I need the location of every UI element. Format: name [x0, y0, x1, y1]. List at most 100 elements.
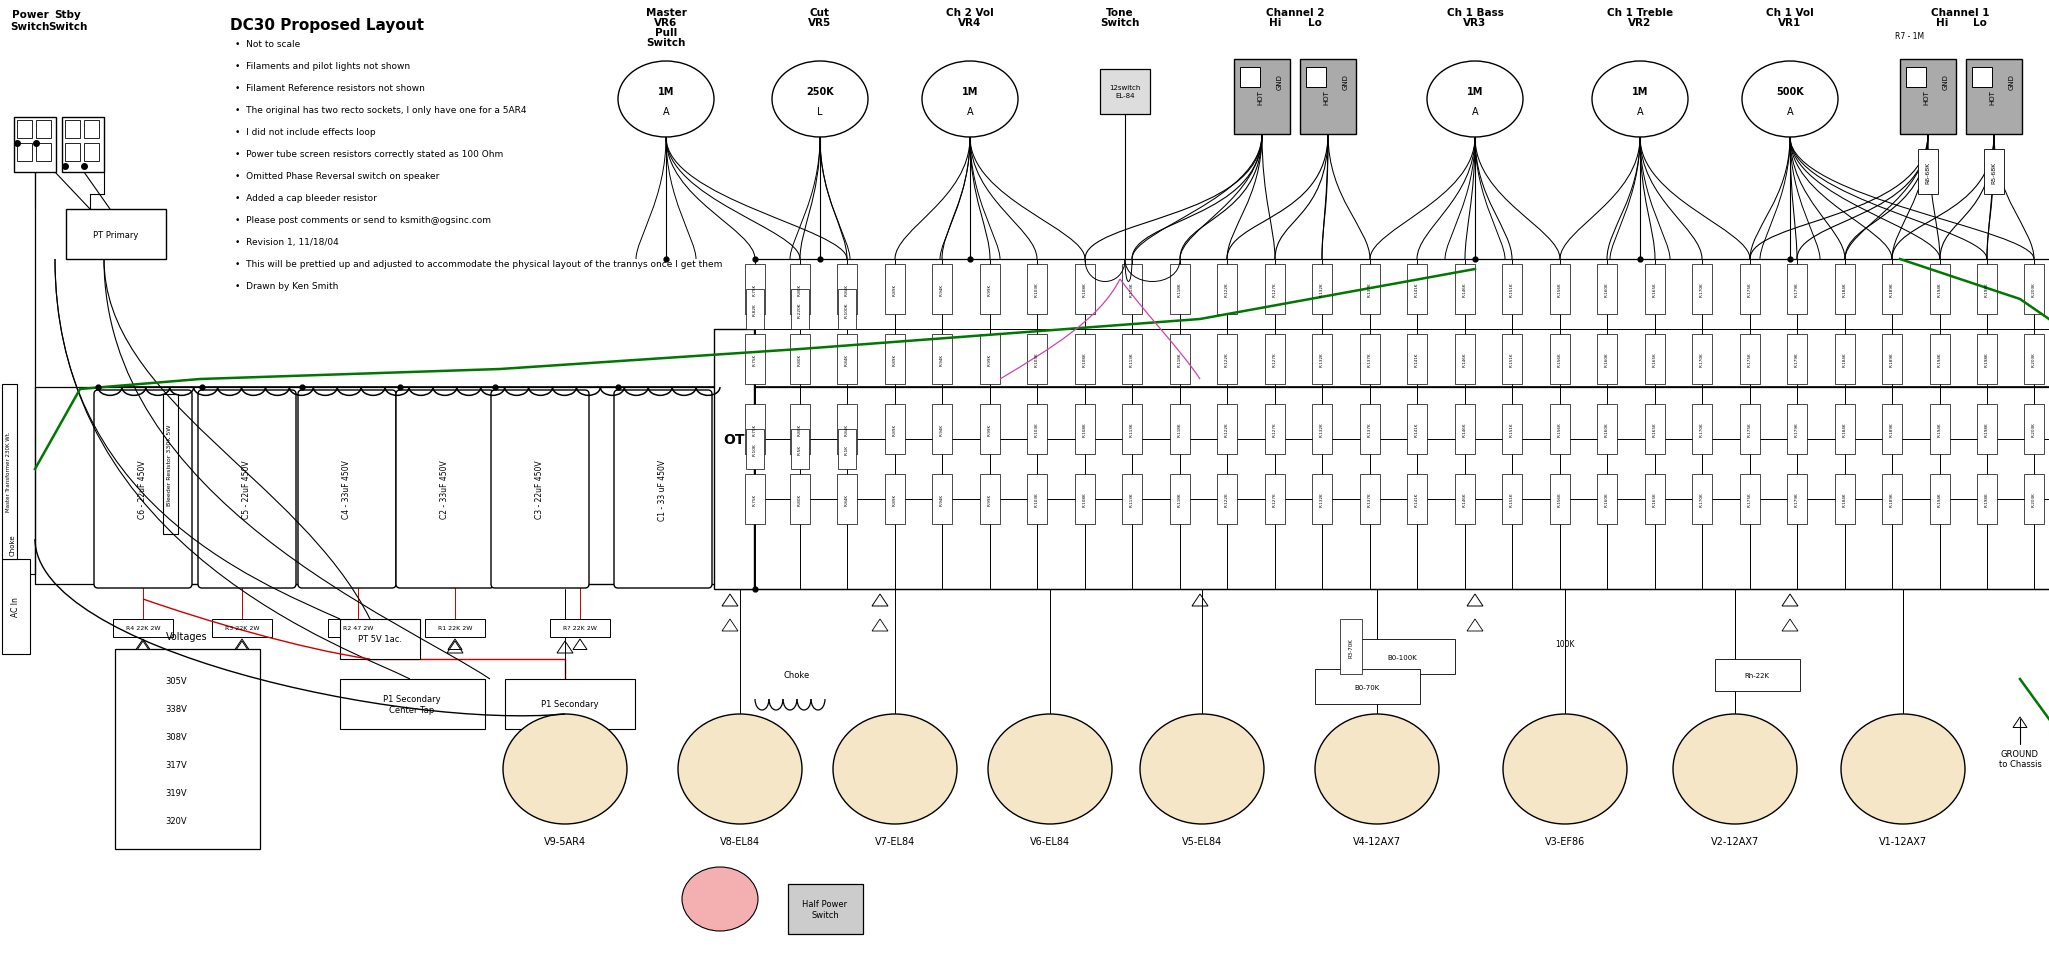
Text: R-198K: R-198K [1985, 422, 1990, 436]
Text: AC In: AC In [12, 597, 20, 617]
Bar [340, 679, 486, 729]
Text: R-122K: R-122K [1225, 492, 1229, 507]
Bar [2024, 335, 2045, 385]
Text: HOT: HOT [1256, 91, 1262, 106]
Bar [1596, 265, 1617, 314]
Text: R-103K: R-103K [1035, 422, 1039, 436]
Text: R-141K: R-141K [1416, 422, 1420, 436]
Bar [885, 475, 906, 524]
Bar [1361, 265, 1379, 314]
Text: R-156K: R-156K [1557, 353, 1561, 367]
Text: R-103K: R-103K [1035, 492, 1039, 507]
Text: R-179K: R-179K [1795, 492, 1799, 507]
Text: R-151K: R-151K [1510, 282, 1514, 297]
Text: Ch 1 Vol: Ch 1 Vol [1766, 8, 1813, 18]
Bar [2024, 405, 2045, 455]
Bar [1787, 265, 1807, 314]
Text: R-108K: R-108K [1084, 353, 1088, 367]
Bar [1408, 335, 1426, 385]
Text: R-194K: R-194K [1938, 493, 1942, 507]
Bar [1930, 335, 1951, 385]
Text: 319V: 319V [166, 789, 186, 798]
Bar [1787, 475, 1807, 524]
Text: Channel 2: Channel 2 [1266, 8, 1324, 18]
Text: GND: GND [1342, 74, 1348, 90]
Text: R-75K: R-75K [752, 423, 756, 436]
Text: V7-EL84: V7-EL84 [875, 836, 916, 846]
Ellipse shape [1426, 62, 1522, 138]
Text: 12switch
EL-84: 12switch EL-84 [1109, 86, 1141, 98]
Bar [1455, 335, 1475, 385]
Text: R-108K: R-108K [1084, 422, 1088, 436]
Text: R-146K: R-146K [1463, 282, 1467, 297]
Text: R-165K: R-165K [1654, 282, 1658, 297]
Bar [2024, 265, 2045, 314]
Text: •  Revision 1, 11/18/04: • Revision 1, 11/18/04 [236, 237, 338, 247]
Text: R-179K: R-179K [1795, 353, 1799, 367]
Bar [932, 335, 953, 385]
Text: Lo: Lo [1973, 18, 1988, 28]
Text: C1 - 33 uF 450V: C1 - 33 uF 450V [658, 459, 668, 520]
Text: Tone: Tone [1106, 8, 1133, 18]
Text: R-137K: R-137K [1369, 353, 1373, 367]
Text: R-94K: R-94K [940, 423, 945, 436]
Text: R-141K: R-141K [1416, 282, 1420, 297]
Text: R-141K: R-141K [1416, 353, 1420, 367]
Text: Half Power
Switch: Half Power Switch [803, 900, 848, 919]
Text: R-184K: R-184K [1842, 282, 1846, 297]
Text: R-113K: R-113K [1129, 422, 1133, 436]
Text: GND: GND [1277, 74, 1283, 90]
Bar [1596, 405, 1617, 455]
Text: V6-EL84: V6-EL84 [1031, 836, 1070, 846]
Text: R-175K: R-175K [1748, 282, 1752, 297]
Text: Ch 2 Vol: Ch 2 Vol [947, 8, 994, 18]
Text: R-165K: R-165K [1654, 492, 1658, 507]
Text: 1M: 1M [1631, 87, 1647, 97]
Text: R-99K: R-99K [988, 494, 992, 505]
Text: 308V: 308V [166, 733, 186, 741]
Text: C6 - 22uF 450V: C6 - 22uF 450V [139, 460, 148, 518]
Text: Switch: Switch [10, 22, 49, 32]
Bar [1100, 70, 1149, 115]
Bar [791, 430, 809, 470]
Bar [113, 619, 172, 638]
Bar [1692, 475, 1713, 524]
Bar [1881, 405, 1901, 455]
Text: DC30 Proposed Layout: DC30 Proposed Layout [229, 18, 424, 33]
Bar [1240, 68, 1260, 88]
Text: R2 47 2W: R2 47 2W [342, 626, 373, 631]
Text: R-184K: R-184K [1842, 353, 1846, 367]
Bar [789, 884, 863, 934]
Bar [1645, 405, 1666, 455]
Text: •  Power tube screen resistors correctly stated as 100 Ohm: • Power tube screen resistors correctly … [236, 150, 504, 159]
Text: •  This will be prettied up and adjusted to accommodate the physical layout of t: • This will be prettied up and adjusted … [236, 260, 723, 269]
Text: R-189K: R-189K [1889, 282, 1893, 297]
Text: R-118K: R-118K [1178, 353, 1182, 367]
Text: C2 - 33uF 450V: C2 - 33uF 450V [441, 460, 449, 518]
Bar [1692, 405, 1713, 455]
Text: R-175K: R-175K [1748, 353, 1752, 367]
Text: •  Not to scale: • Not to scale [236, 40, 301, 49]
FancyBboxPatch shape [94, 391, 193, 588]
Bar [2024, 475, 2045, 524]
Bar [1311, 475, 1332, 524]
Text: GND: GND [1942, 74, 1949, 90]
Text: V3-EF86: V3-EF86 [1545, 836, 1586, 846]
Text: R-127K: R-127K [1272, 353, 1277, 367]
Text: R-151K: R-151K [1510, 353, 1514, 367]
Text: R-170K: R-170K [1701, 282, 1705, 297]
Bar [1977, 475, 1998, 524]
FancyBboxPatch shape [492, 391, 588, 588]
Bar [1027, 265, 1047, 314]
Bar [1361, 475, 1379, 524]
Ellipse shape [988, 714, 1113, 824]
Bar [836, 405, 856, 455]
Text: R-122K: R-122K [1225, 282, 1229, 297]
Text: R3 22K 2W: R3 22K 2W [225, 626, 260, 631]
Bar [1123, 265, 1141, 314]
Text: 317V: 317V [166, 760, 186, 770]
Bar [1076, 265, 1094, 314]
Text: Hi: Hi [1268, 18, 1281, 28]
Text: R-99K: R-99K [988, 354, 992, 366]
Ellipse shape [1139, 714, 1264, 824]
